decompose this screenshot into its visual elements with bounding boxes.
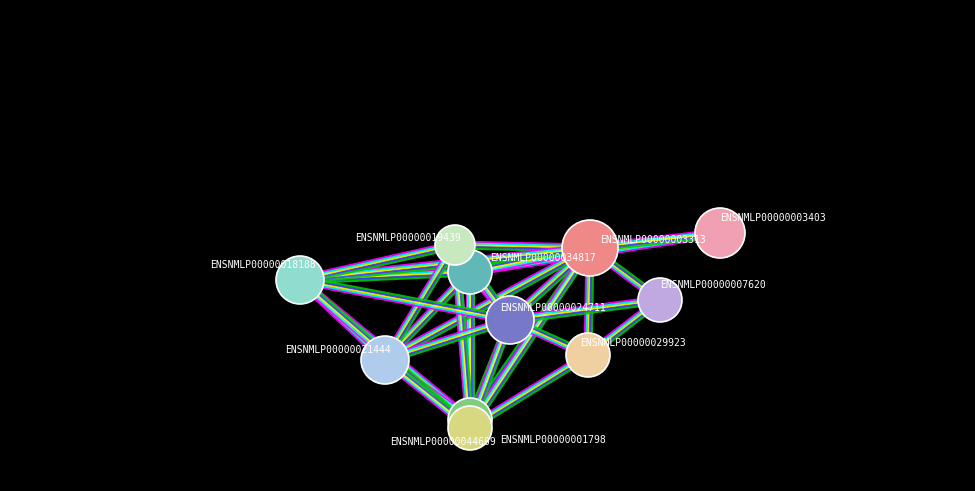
Text: ENSNMLP00000021444: ENSNMLP00000021444	[285, 345, 391, 355]
Circle shape	[435, 225, 475, 265]
Circle shape	[448, 250, 492, 294]
Text: ENSNMLP00000024711: ENSNMLP00000024711	[500, 303, 605, 313]
Text: ENSNMLP00000029923: ENSNMLP00000029923	[580, 338, 685, 348]
Text: ENSNMLP00000003313: ENSNMLP00000003313	[600, 235, 706, 245]
Text: ENSNMLP00000003403: ENSNMLP00000003403	[720, 213, 826, 223]
Circle shape	[448, 398, 492, 442]
Text: ENSNMLP00000034817: ENSNMLP00000034817	[490, 253, 596, 263]
Text: ENSNMLP00000044609: ENSNMLP00000044609	[390, 437, 495, 447]
Circle shape	[638, 278, 682, 322]
Text: ENSNMLP00000019439: ENSNMLP00000019439	[355, 233, 461, 243]
Text: ENSNMLP00000001798: ENSNMLP00000001798	[500, 435, 605, 445]
Text: ENSNMLP00000007620: ENSNMLP00000007620	[660, 280, 765, 290]
Circle shape	[276, 256, 324, 304]
Text: ENSNMLP00000018188: ENSNMLP00000018188	[210, 260, 316, 270]
Circle shape	[361, 336, 409, 384]
Circle shape	[486, 296, 534, 344]
Circle shape	[566, 333, 610, 377]
Circle shape	[695, 208, 745, 258]
Circle shape	[448, 406, 492, 450]
Circle shape	[562, 220, 618, 276]
